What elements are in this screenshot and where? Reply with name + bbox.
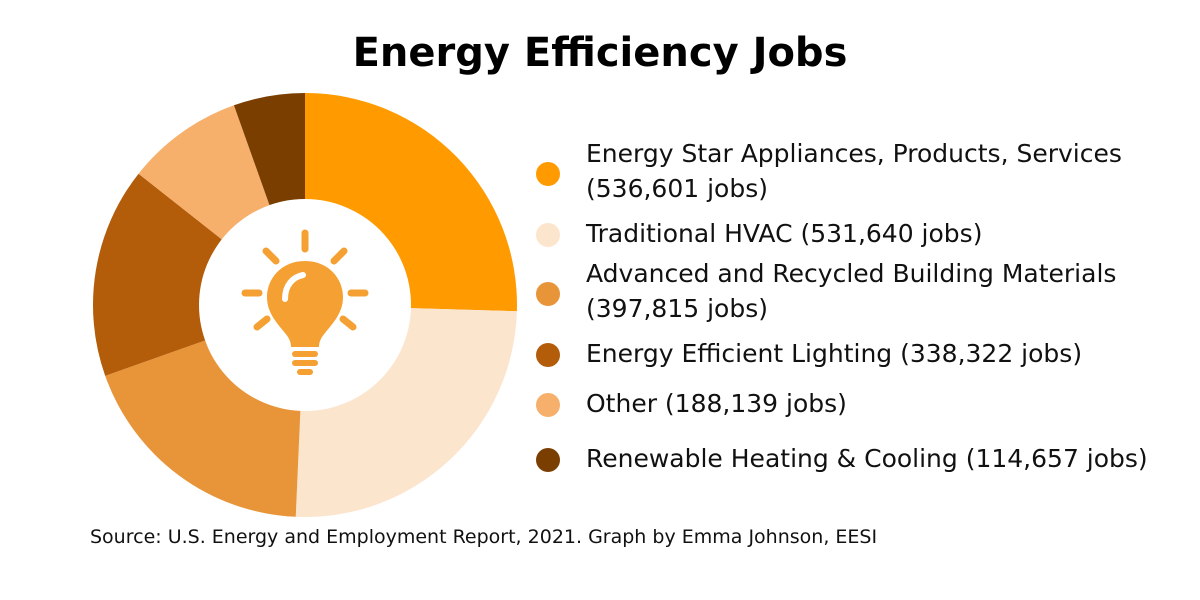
chart-title: Energy Efficiency Jobs	[352, 30, 848, 76]
legend-item: Traditional HVAC (531,640 jobs)	[536, 216, 982, 251]
donut-chart	[92, 93, 517, 517]
legend-label: Renewable Heating & Cooling (114,657 job…	[586, 441, 1148, 476]
bulb-glass	[267, 261, 343, 347]
legend-label: Energy Star Appliances, Products, Servic…	[586, 136, 1122, 206]
legend-item: Other (188,139 jobs)	[536, 386, 847, 421]
legend-label: Energy Efficient Lighting (338,322 jobs)	[586, 336, 1082, 371]
legend-swatch	[536, 448, 560, 472]
source-note: Source: U.S. Energy and Employment Repor…	[90, 526, 878, 548]
legend-item: Renewable Heating & Cooling (114,657 job…	[536, 441, 1148, 476]
legend-item: Energy Efficient Lighting (338,322 jobs)	[536, 336, 1082, 371]
bulb-ray-3	[330, 247, 348, 265]
legend-item: Energy Star Appliances, Products, Servic…	[536, 136, 1122, 206]
bulb-base-tip	[297, 369, 313, 375]
donut-slice-4	[92, 173, 305, 376]
legend-label: Advanced and Recycled Building Materials…	[586, 256, 1116, 326]
legend-label-line: Traditional HVAC (531,640 jobs)	[586, 219, 983, 248]
legend-label: Other (188,139 jobs)	[586, 386, 847, 421]
bulb-ray-2	[262, 247, 280, 265]
legend-label: Traditional HVAC (531,640 jobs)	[586, 216, 982, 251]
legend-label-line: (397,815 jobs)	[586, 294, 768, 323]
bulb-ray-7	[339, 315, 357, 331]
legend-label-line: Energy Star Appliances, Products, Servic…	[586, 139, 1122, 168]
bulb-base-ring-1	[292, 351, 318, 357]
bulb-highlight	[282, 272, 306, 302]
legend-swatch	[536, 393, 560, 417]
legend-swatch	[536, 162, 560, 186]
bulb-base-ring-2	[292, 360, 318, 366]
bulb-ray-6	[253, 315, 271, 331]
legend-label-line: (536,601 jobs)	[586, 174, 768, 203]
legend-label-line: Renewable Heating & Cooling (114,657 job…	[586, 444, 1148, 473]
legend-label-line: Other (188,139 jobs)	[586, 389, 847, 418]
legend-item: Advanced and Recycled Building Materials…	[536, 256, 1116, 326]
legend-label-line: Energy Efficient Lighting (338,322 jobs)	[586, 339, 1083, 368]
lightbulb-icon	[241, 229, 369, 375]
legend-swatch	[536, 343, 560, 367]
legend-swatch	[536, 223, 560, 247]
legend-label-line: Advanced and Recycled Building Materials	[586, 259, 1117, 288]
legend-swatch	[536, 282, 560, 306]
